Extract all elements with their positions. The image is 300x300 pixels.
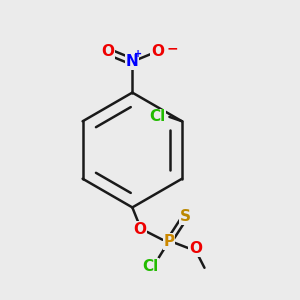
Text: S: S <box>180 209 191 224</box>
Text: P: P <box>164 234 175 249</box>
Text: O: O <box>151 44 164 59</box>
Text: Cl: Cl <box>149 110 165 124</box>
Text: O: O <box>189 241 202 256</box>
Text: −: − <box>167 41 178 56</box>
Text: N: N <box>126 54 139 69</box>
Text: O: O <box>101 44 114 59</box>
Text: O: O <box>133 222 146 237</box>
Text: +: + <box>134 49 142 59</box>
Text: Cl: Cl <box>142 259 158 274</box>
